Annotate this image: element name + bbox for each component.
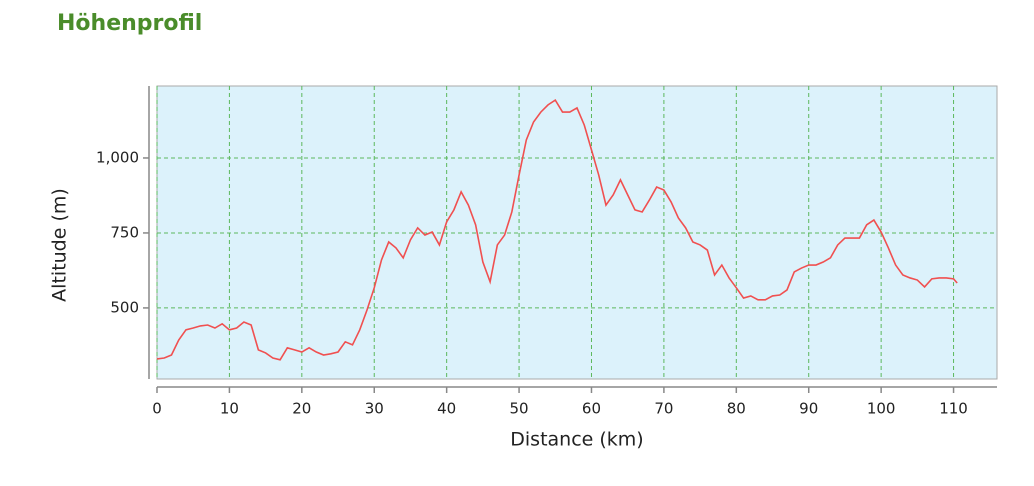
- y-tick-label: 500: [110, 298, 139, 316]
- x-tick-label: 80: [727, 400, 746, 418]
- x-axis-title: Distance (km): [510, 429, 643, 451]
- page-title: Höhenprofil: [57, 11, 202, 36]
- x-tick-label: 30: [365, 400, 384, 418]
- x-tick-label: 60: [582, 400, 601, 418]
- x-tick-label: 90: [799, 400, 818, 418]
- x-tick-label: 10: [220, 400, 239, 418]
- x-tick-label: 70: [654, 400, 673, 418]
- x-tick-label: 0: [152, 400, 162, 418]
- x-tick-label: 50: [510, 400, 529, 418]
- y-tick-label: 1,000: [96, 148, 139, 166]
- y-axis-title: Altitude (m): [49, 188, 71, 302]
- x-tick-label: 40: [437, 400, 456, 418]
- x-tick-label: 110: [939, 400, 968, 418]
- y-tick-label: 750: [110, 223, 139, 241]
- elevation-line: [156, 98, 958, 361]
- x-tick-label: 100: [867, 400, 896, 418]
- x-tick-label: 20: [292, 400, 311, 418]
